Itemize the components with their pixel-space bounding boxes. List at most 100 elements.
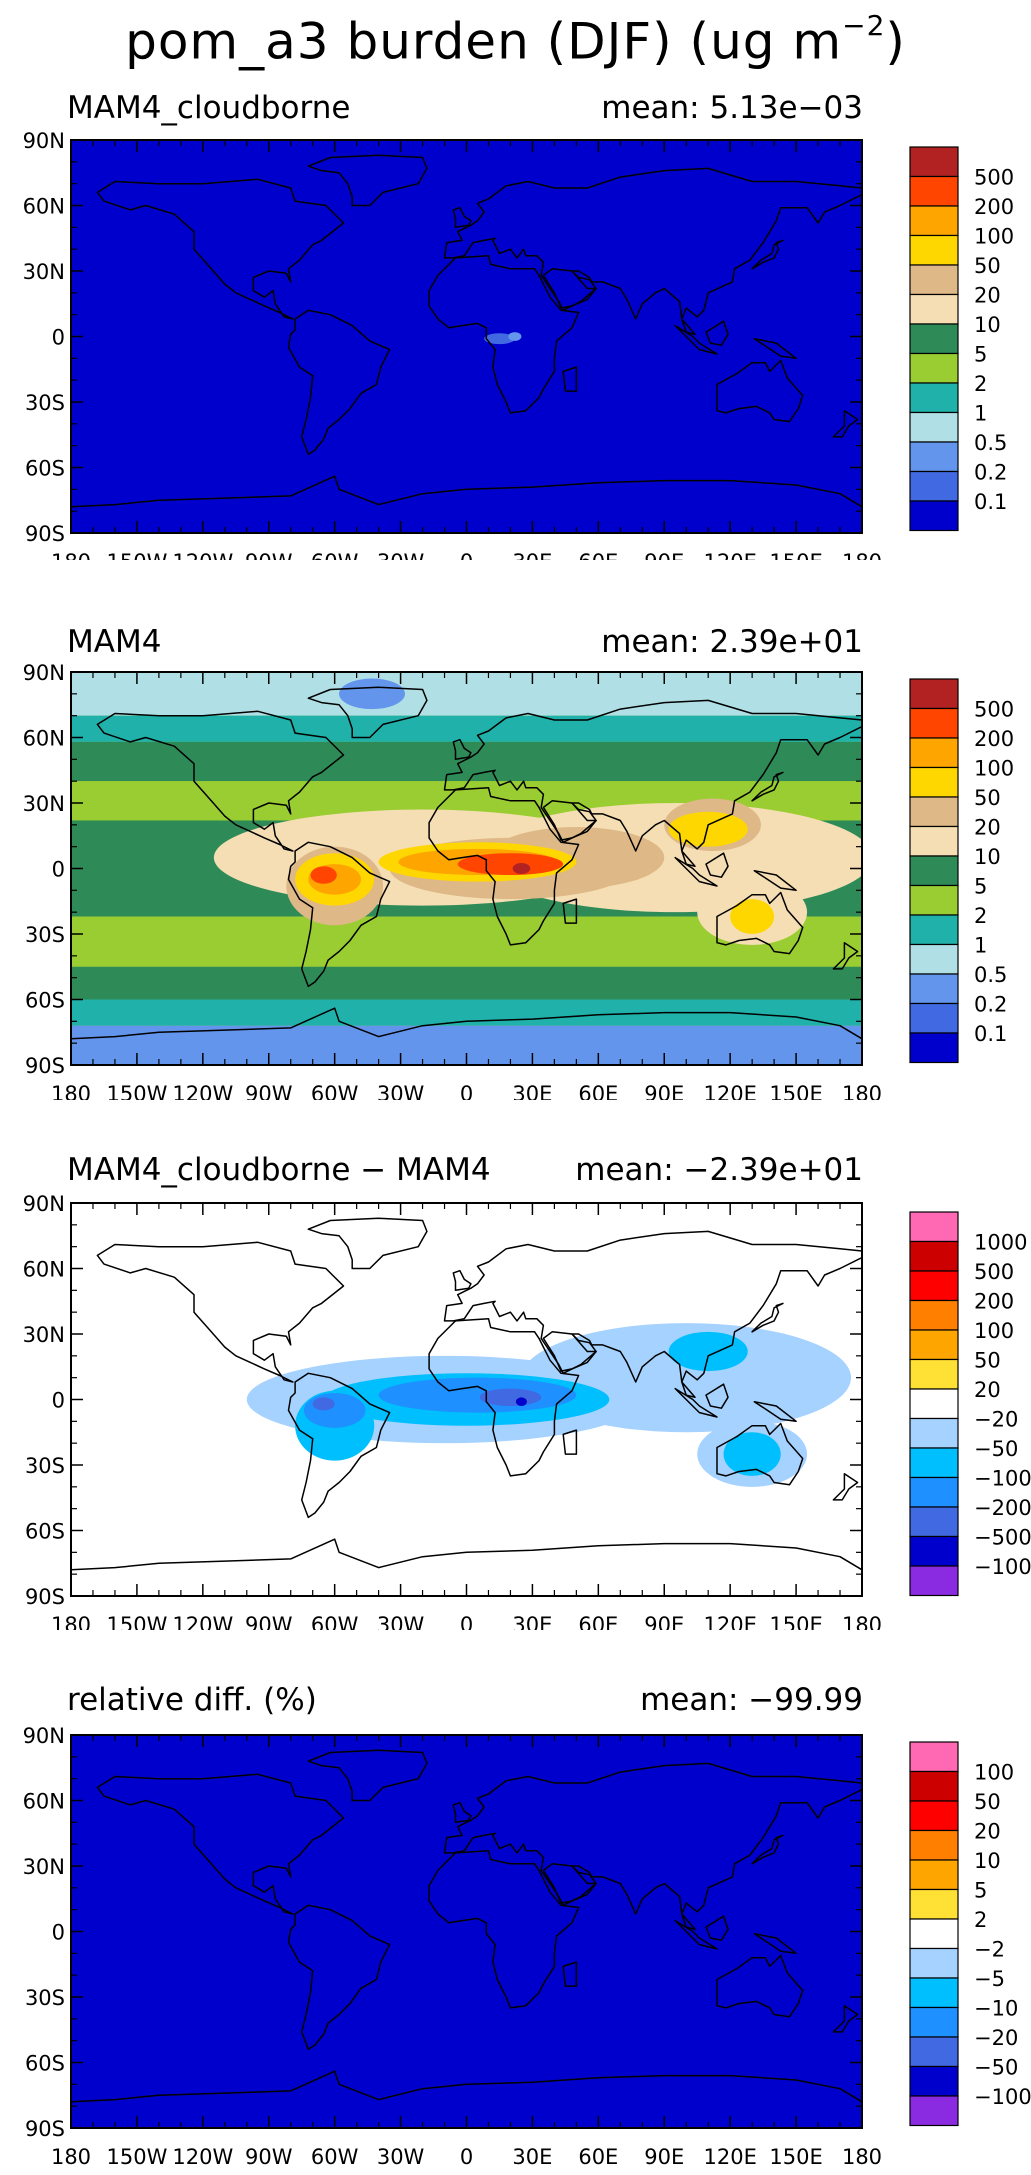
coastline-eurasia xyxy=(443,699,862,868)
lon-tick-label: 90W xyxy=(245,550,293,560)
field-shading xyxy=(71,672,862,1065)
lon-tick-label: 150W xyxy=(106,550,167,560)
coastline-antarctica xyxy=(71,475,862,533)
coastline-uk xyxy=(452,738,472,761)
lon-tick-label: 60W xyxy=(311,1082,359,1100)
coastline-africa xyxy=(428,1317,580,1477)
colorbar-swatch xyxy=(909,175,959,207)
lon-tick-label: 30E xyxy=(512,2145,552,2169)
colorbar-label: −5 xyxy=(974,1967,1005,1991)
lon-tick-label: 150W xyxy=(106,2145,167,2169)
colorbar-label: −10 xyxy=(974,1997,1018,2021)
panel-mean: mean: −2.39e+01 xyxy=(575,1152,863,1188)
coastline-arabia xyxy=(542,1331,597,1372)
coastline-africa xyxy=(428,786,580,946)
colorbar-swatch xyxy=(909,1535,959,1567)
colorbar-label: 5 xyxy=(974,1879,987,1903)
panel-title: MAM4_cloudborne − MAM4 xyxy=(67,1152,491,1188)
axes: 90N60N30N030S60S90S180150W120W90W60W30W0… xyxy=(23,129,882,560)
colorbar-swatch xyxy=(909,1977,959,2009)
lat-tick-label: 90N xyxy=(23,1192,65,1216)
coastline-uk xyxy=(452,1801,472,1824)
southern-ocean-band xyxy=(71,966,862,1000)
coastline-japan xyxy=(751,1302,784,1333)
colorbar-label: 0.5 xyxy=(974,963,1007,987)
colorbar-label: −50 xyxy=(974,1437,1018,1461)
subarctic-band xyxy=(71,715,862,742)
colorbar-swatch xyxy=(909,352,959,384)
colorbar-label: −2 xyxy=(974,1938,1005,1962)
colorbar-swatch xyxy=(909,500,959,532)
lat-tick-label: 60S xyxy=(25,1520,65,1544)
colorbar-swatch xyxy=(909,766,959,798)
coastline-arabia xyxy=(542,1863,597,1904)
lon-tick-label: 30W xyxy=(377,2145,425,2169)
lon-tick-label: 180 xyxy=(51,550,91,560)
coastline-antarctica xyxy=(71,1538,862,1596)
lat-tick-label: 60N xyxy=(23,1790,65,1814)
lon-tick-label: 180 xyxy=(51,2145,91,2169)
colorbar-label: 20 xyxy=(974,1378,1001,1402)
colorbar-label: −20 xyxy=(974,2026,1018,2050)
coastline-eurasia xyxy=(443,167,862,336)
lat-tick-label: 60N xyxy=(23,195,65,219)
lon-tick-label: 30W xyxy=(377,1613,425,1630)
lon-tick-label: 90W xyxy=(245,1613,293,1630)
panel-mean: mean: −99.99 xyxy=(640,1682,863,1718)
coastline-australia xyxy=(716,359,804,423)
coastline-southAmerica xyxy=(287,309,391,456)
coastline-indonesia xyxy=(674,324,718,355)
coastline-greenland xyxy=(307,1217,428,1270)
colorbar-swatch xyxy=(909,1741,959,1773)
coastline-japan xyxy=(751,1834,784,1865)
coastline-northAmerica xyxy=(96,1773,345,1915)
colorbar-label: 0.1 xyxy=(974,1022,1007,1046)
colorbar-label: 100 xyxy=(974,1761,1014,1785)
coastline-greenland xyxy=(307,154,428,207)
colorbar-swatch xyxy=(909,205,959,237)
colorbar-label: 500 xyxy=(974,166,1014,190)
lon-tick-label: 60E xyxy=(578,2145,618,2169)
colorbar-swatch xyxy=(909,943,959,975)
coastline-northAmerica xyxy=(96,710,345,852)
midlat-band xyxy=(71,741,862,782)
map-panel-cloudborne: MAM4_cloudborne mean: 5.13e−03 90N 60N 30N… xyxy=(0,0,1031,560)
coastline-newGuinea xyxy=(753,1932,797,1955)
lon-tick-label: 90E xyxy=(644,1082,684,1100)
lat-tick-label: 60S xyxy=(25,2052,65,2076)
colorbar-swatch xyxy=(909,678,959,710)
lon-tick-label: 180 xyxy=(842,1613,882,1630)
colorbar-label: 2 xyxy=(974,1908,987,1932)
colorbar-swatch xyxy=(909,1859,959,1891)
colorbar: 500 200 100 50 20 10 5 2 1 0.5 0.2 0.1 xyxy=(909,146,1014,532)
coastline-southAmerica xyxy=(287,841,391,988)
colorbar-swatch xyxy=(909,1829,959,1861)
lon-tick-label: 60W xyxy=(311,550,359,560)
colorbar-swatch xyxy=(909,1417,959,1449)
lon-tick-label: 60E xyxy=(578,1613,618,1630)
coastline-uk xyxy=(452,206,472,229)
colorbar-swatch xyxy=(909,293,959,325)
colorbar-label: 5 xyxy=(974,875,987,899)
lat-tick-label: 30N xyxy=(23,1323,65,1347)
coastline-madagascar xyxy=(562,1961,578,1987)
colorbar-label: −20 xyxy=(974,1408,1018,1432)
lon-tick-label: 90E xyxy=(644,1613,684,1630)
coastline-northAmerica xyxy=(96,178,345,320)
lat-tick-label: 60S xyxy=(25,457,65,481)
colorbar-swatch xyxy=(909,1506,959,1538)
lat-tick-label: 90S xyxy=(25,2117,65,2141)
colorbar-label: 50 xyxy=(974,1790,1001,1814)
colorbar-swatch xyxy=(909,1800,959,1832)
colorbar-label: −1000 xyxy=(974,1555,1031,1579)
lon-tick-label: 30E xyxy=(512,550,552,560)
lon-tick-label: 0 xyxy=(460,1082,473,1100)
colorbar-label: 10 xyxy=(974,1849,1001,1873)
map-panel-difference: MAM4_cloudborne − MAM4 mean: −2.39e+01 9… xyxy=(23,1152,1031,1630)
lon-tick-label: 30W xyxy=(377,1082,425,1100)
lat-tick-label: 30N xyxy=(23,260,65,284)
